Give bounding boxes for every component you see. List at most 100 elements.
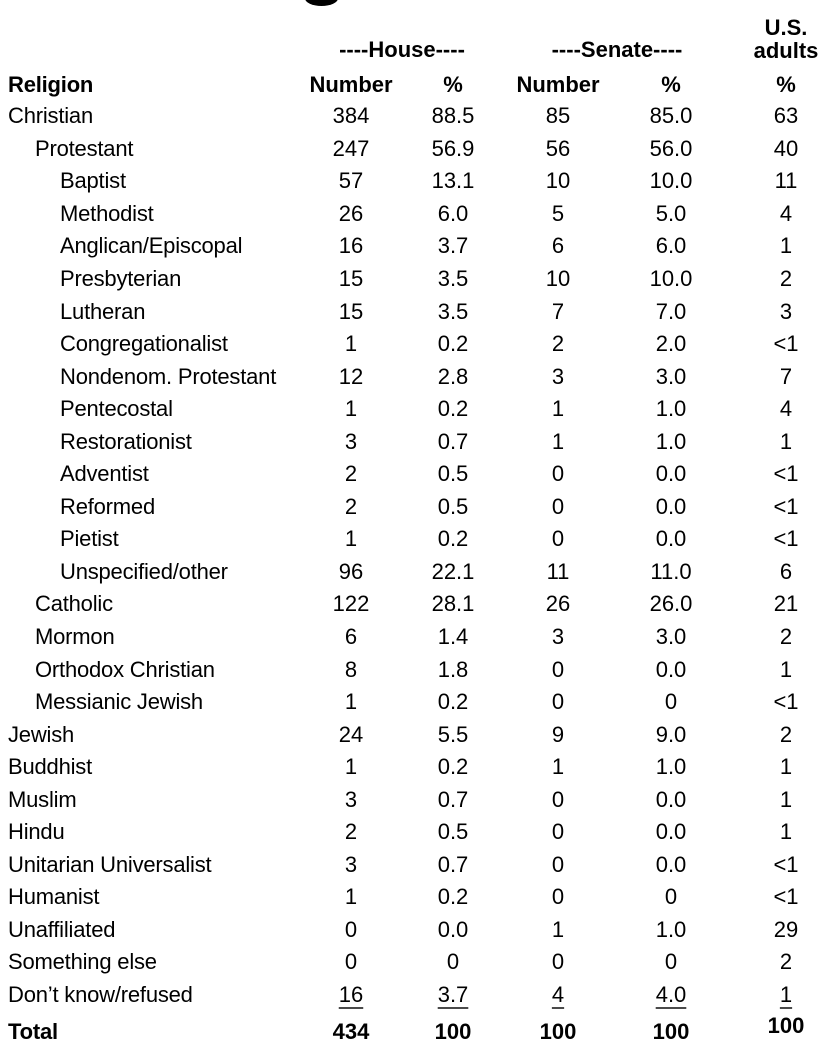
- us-adults-percent-cell: <1: [773, 493, 799, 519]
- senate-number-cell: 0: [551, 949, 565, 975]
- senate-percent-cell: 0.0: [655, 461, 687, 487]
- table-row: Adventist 2 0.5 0 0.0 <1: [0, 458, 822, 491]
- us-adults-percent-cell: 6: [779, 558, 793, 584]
- house-percent-cell: 13.1: [431, 168, 475, 194]
- us-adults-percent-cell: 100: [767, 1013, 805, 1039]
- religion-label: Messianic Jewish: [35, 689, 203, 715]
- house-percent-cell: 0.0: [437, 916, 469, 942]
- religion-label: Mormon: [35, 624, 115, 650]
- table-row: Muslim 3 0.7 0 0.0 1: [0, 783, 822, 816]
- senate-percent-cell: 0.0: [655, 493, 687, 519]
- us-adults-percent-cell: 21: [773, 591, 799, 617]
- house-number-cell: 12: [338, 363, 364, 389]
- senate-number-cell: 5: [551, 200, 565, 226]
- us-adults-percent-cell: 3: [779, 298, 793, 324]
- senate-percent-cell: 4.0: [655, 982, 687, 1008]
- house-number-cell: 122: [332, 591, 370, 617]
- table-row: Mormon 6 1.4 3 3.0 2: [0, 621, 822, 654]
- house-number-cell: 2: [344, 493, 358, 519]
- group-header-row: ----House---- ----Senate---- U.S. adults: [0, 12, 822, 62]
- religion-label: Adventist: [60, 461, 149, 487]
- religion-label: Muslim: [8, 786, 77, 812]
- us-adults-percent-cell: 11: [774, 168, 798, 194]
- senate-percent-cell: 0.0: [655, 526, 687, 552]
- us-adults-percent-cell: 2: [779, 721, 793, 747]
- house-percent-cell: 28.1: [431, 591, 475, 617]
- us-adults-percent-cell: 40: [773, 135, 799, 161]
- religion-label: Something else: [8, 949, 157, 975]
- senate-percent-cell: 100: [652, 1019, 690, 1045]
- us-adults-percent-cell: 2: [779, 266, 793, 291]
- table-row: Christian 384 88.5 85 85.0 63: [0, 100, 822, 133]
- table-row: Nondenom. Protestant 12 2.8 3 3.0 7: [0, 360, 822, 393]
- house-percent-cell: 5.5: [437, 721, 469, 747]
- house-percent-cell: 0.2: [437, 754, 469, 780]
- senate-number-cell: 7: [551, 298, 565, 324]
- house-number-cell: 26: [338, 200, 364, 226]
- religion-label: Presbyterian: [60, 266, 182, 291]
- senate-percent-cell: 10.0: [649, 168, 693, 194]
- senate-number-cell: 0: [551, 656, 565, 682]
- us-adults-percent-column-header: %: [776, 72, 796, 97]
- house-number-cell: 3: [344, 428, 358, 454]
- senate-group-header: ----Senate----: [551, 37, 683, 62]
- senate-percent-cell: 1.0: [655, 754, 687, 780]
- religion-label: Total: [8, 1019, 58, 1045]
- religion-label: Catholic: [35, 591, 113, 617]
- senate-percent-cell: 11.0: [650, 558, 692, 584]
- house-percent-cell: 100: [434, 1019, 472, 1045]
- house-percent-cell: 3.5: [437, 298, 469, 324]
- senate-percent-cell: 0: [664, 949, 678, 975]
- table-row: Reformed 2 0.5 0 0.0 <1: [0, 491, 822, 524]
- us-adults-percent-cell: 29: [773, 916, 799, 942]
- us-adults-header-line1: U.S.: [764, 15, 808, 40]
- us-adults-percent-cell: <1: [773, 689, 799, 715]
- senate-number-cell: 3: [551, 363, 565, 389]
- house-number-cell: 8: [344, 656, 358, 682]
- senate-number-cell: 9: [551, 721, 565, 747]
- religion-label: Pentecostal: [60, 396, 173, 422]
- us-adults-percent-cell: <1: [773, 526, 799, 552]
- us-adults-percent-cell: <1: [773, 461, 799, 487]
- table-row: Pietist 1 0.2 0 0.0 <1: [0, 523, 822, 556]
- religion-label: Protestant: [35, 135, 134, 161]
- house-number-cell: 384: [332, 103, 370, 129]
- us-adults-percent-cell: 1: [779, 786, 793, 812]
- senate-percent-cell: 2.0: [655, 331, 687, 357]
- us-adults-percent-cell: 1: [779, 428, 793, 454]
- senate-number-cell: 0: [551, 851, 565, 877]
- senate-number-cell: 3: [551, 624, 565, 650]
- house-number-cell: 2: [344, 461, 358, 487]
- senate-percent-cell: 0.0: [655, 819, 687, 845]
- house-percent-cell: 0.5: [437, 819, 469, 845]
- senate-percent-cell: 9.0: [655, 721, 687, 747]
- house-percent-cell: 0.7: [437, 786, 469, 812]
- house-percent-cell: 3.7: [437, 982, 469, 1008]
- us-adults-percent-cell: 2: [779, 949, 793, 975]
- house-number-cell: 24: [338, 721, 364, 747]
- house-number-cell: 0: [344, 949, 358, 975]
- senate-number-cell: 1: [551, 754, 565, 780]
- religion-label: Hindu: [8, 819, 65, 845]
- religion-label: Christian: [8, 103, 94, 129]
- table-row: Jewish 24 5.5 9 9.0 2: [0, 718, 822, 751]
- table-row: Anglican/Episcopal 16 3.7 6 6.0 1: [0, 230, 822, 263]
- us-adults-percent-cell: 7: [779, 363, 793, 389]
- senate-percent-cell: 3.0: [655, 363, 687, 389]
- house-number-cell: 3: [344, 851, 358, 877]
- senate-number-cell: 6: [551, 233, 565, 259]
- house-percent-cell: 0.5: [437, 493, 469, 519]
- table-row: Orthodox Christian 8 1.8 0 0.0 1: [0, 653, 822, 686]
- senate-percent-cell: 0.0: [655, 786, 687, 812]
- house-number-cell: 1: [344, 884, 358, 910]
- senate-number-cell: 0: [551, 493, 565, 519]
- house-percent-cell: 0: [446, 949, 460, 975]
- table-row: Unspecified/other 96 22.1 11 11.0 6: [0, 556, 822, 589]
- house-percent-cell: 0.5: [437, 461, 469, 487]
- senate-percent-cell: 3.0: [655, 624, 687, 650]
- table-row: Messianic Jewish 1 0.2 0 0 <1: [0, 686, 822, 719]
- us-adults-percent-cell: 1: [779, 656, 793, 682]
- religion-label: Unitarian Universalist: [8, 851, 212, 877]
- religion-label: Baptist: [60, 168, 126, 194]
